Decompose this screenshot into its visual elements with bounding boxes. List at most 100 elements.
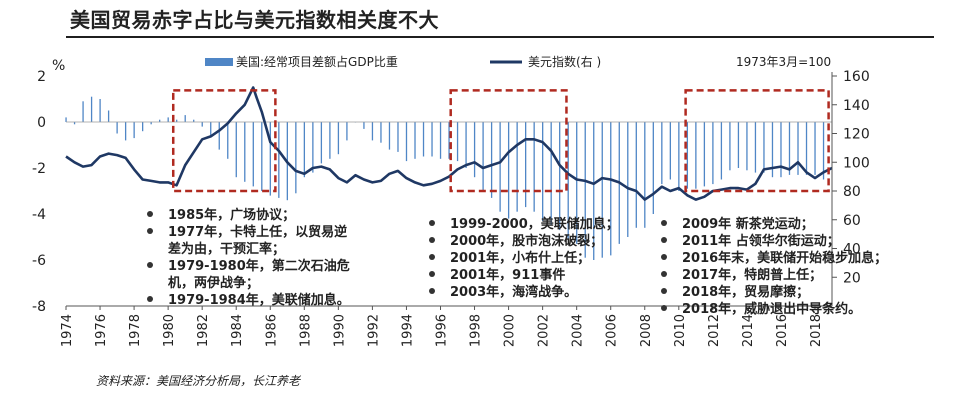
- bar: [235, 122, 237, 178]
- annotation-text: 1977年，卡特上任，以贸易逆: [168, 224, 347, 240]
- y-right-tick-label: 20: [843, 270, 861, 286]
- bar: [746, 122, 748, 171]
- bar: [193, 119, 195, 122]
- y-left-tick-label: -4: [32, 207, 46, 223]
- bar: [516, 122, 518, 212]
- y-right-tick-label: 100: [843, 155, 870, 171]
- bar: [261, 122, 263, 191]
- bar: [720, 122, 723, 180]
- bar: [269, 122, 271, 196]
- annotation-text: 2003年，海湾战争。: [450, 284, 577, 300]
- x-tick-label: 1994: [400, 314, 415, 347]
- annotation-text: 2018年，威胁退出中导条约。: [682, 301, 861, 317]
- bar: [780, 122, 782, 178]
- bar: [363, 122, 365, 129]
- bar: [227, 122, 229, 159]
- bar: [771, 122, 774, 178]
- y-right-tick-label: 140: [843, 98, 870, 114]
- bar: [805, 122, 808, 175]
- annotation-bullet: [429, 220, 435, 226]
- bar: [124, 122, 127, 141]
- bar: [312, 122, 314, 173]
- x-tick-label: 1982: [196, 314, 211, 347]
- annotation-bullet: [429, 271, 435, 277]
- x-tick-label: 1996: [435, 314, 450, 347]
- bar: [473, 122, 476, 178]
- highlight-boxes: [171, 89, 830, 193]
- highlight-box: [684, 89, 830, 193]
- bar: [252, 122, 254, 187]
- x-tick-label: 2012: [707, 314, 722, 347]
- x-tick-label: 2002: [537, 314, 552, 347]
- bar: [371, 122, 374, 141]
- x-tick-label: 2000: [503, 314, 518, 347]
- bar: [133, 122, 135, 139]
- bar: [703, 122, 706, 187]
- x-tick-label: 1998: [469, 314, 484, 347]
- x-tick-label: 2010: [673, 314, 688, 347]
- annotation-bullet: [147, 211, 153, 217]
- bar: [644, 122, 646, 228]
- bar: [652, 122, 654, 214]
- bar: [116, 122, 118, 134]
- y-right-tick-label: 160: [843, 69, 870, 85]
- bar: [533, 122, 535, 212]
- x-tick-label: 1986: [264, 314, 279, 347]
- annotation-bullet: [147, 296, 153, 302]
- y-right-tick-label: 120: [843, 127, 870, 143]
- x-tick-label: 1990: [332, 314, 347, 347]
- x-tick-label: 2014: [741, 314, 756, 347]
- base-note: 1973年3月=100: [736, 55, 831, 69]
- bar: [244, 122, 246, 182]
- bar: [482, 122, 484, 191]
- chart-title: 美国贸易赤字占比与美元指数相关度不大: [70, 8, 439, 32]
- x-tick-label: 2004: [571, 314, 586, 347]
- bar: [567, 122, 569, 240]
- bar: [337, 122, 340, 155]
- x-tick-label: 1978: [128, 314, 143, 347]
- bar: [788, 122, 791, 175]
- annotation-text: 1979-1984年，美联储加息。: [168, 292, 350, 308]
- x-tick-label: 1988: [298, 314, 313, 347]
- dollar-index-line: [65, 86, 833, 201]
- bar: [90, 96, 93, 122]
- legend-bar-swatch: [205, 58, 233, 66]
- y-right-tick-label: 40: [843, 242, 861, 258]
- x-tick-label: 2018: [809, 314, 824, 347]
- bar: [439, 122, 442, 159]
- bar: [107, 110, 110, 122]
- x-tick-label: 1976: [94, 314, 109, 347]
- y-left-tick-label: 2: [37, 69, 46, 85]
- bar: [593, 122, 595, 260]
- annotation-text: 2016年末，美联储开始稳步加息；: [682, 250, 887, 266]
- y-left-tick-label: 0: [37, 115, 46, 131]
- annotation-text: 2001年，911事件: [450, 267, 565, 283]
- bar: [176, 119, 178, 122]
- bar: [627, 122, 629, 237]
- bar: [388, 122, 391, 150]
- bar: [218, 122, 220, 150]
- annotation-text: 2011年 占领华尔街运动；: [682, 233, 840, 249]
- bar: [763, 122, 765, 173]
- bar: [686, 122, 689, 189]
- bar: [610, 122, 612, 256]
- annotation-text: 2001年，小布什上任；: [450, 250, 590, 266]
- bar: [797, 122, 799, 175]
- annotation-bullet: [147, 228, 153, 234]
- bar: [584, 122, 586, 258]
- annotation-bullet: [661, 254, 667, 260]
- highlight-box: [449, 89, 568, 193]
- bar: [73, 122, 76, 125]
- bar: [754, 122, 757, 173]
- bar: [184, 115, 186, 122]
- bar: [303, 122, 306, 178]
- y-left-tick-label: -6: [32, 253, 46, 269]
- annotation-bullet: [429, 254, 435, 260]
- y-left-tick-label: -8: [32, 299, 46, 315]
- bar: [320, 122, 323, 164]
- annotation-bullet: [661, 288, 667, 294]
- bar: [550, 122, 552, 226]
- bar: [142, 122, 144, 132]
